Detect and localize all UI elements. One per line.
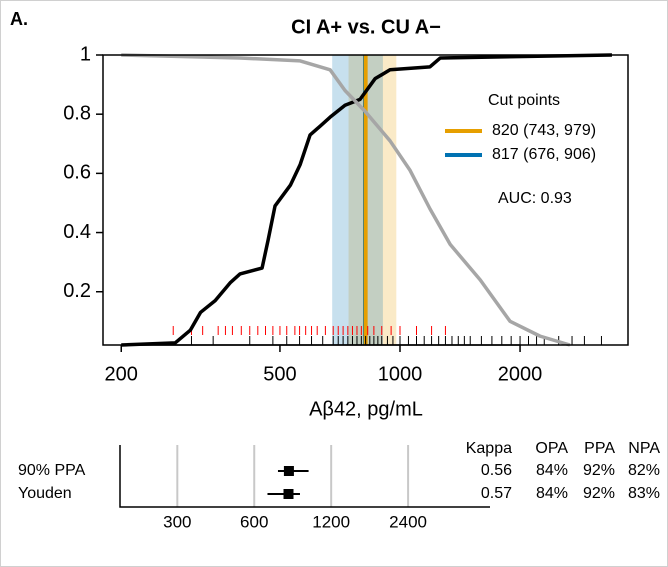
table-cell: 84%	[536, 485, 568, 502]
y-tick-label: 0.4	[63, 221, 91, 243]
curve	[121, 53, 571, 347]
panel-label: A.	[10, 9, 28, 29]
x-tick-label: 2400	[389, 512, 427, 531]
legend-label: 817 (676, 906)	[492, 146, 596, 163]
x-tick-label: 600	[240, 512, 268, 531]
annotation: AUC: 0.93	[498, 190, 572, 207]
y-tick-label: 0.2	[63, 280, 91, 302]
x-tick-label: 1200	[312, 512, 350, 531]
table-cell: 0.56	[481, 462, 512, 479]
y-tick-label: 0.6	[63, 162, 91, 184]
table-cell: 83%	[628, 485, 660, 502]
y-tick-label: 1	[80, 43, 91, 65]
table-header: OPA	[535, 440, 568, 457]
table-cell: 92%	[583, 462, 615, 479]
table-cell: 92%	[583, 485, 615, 502]
table-header: NPA	[628, 440, 660, 457]
x-axis-label: Aβ42, pg/mL	[309, 398, 423, 420]
x-tick-label: 300	[163, 512, 191, 531]
y-tick-label: 0.8	[63, 102, 91, 124]
legend-title: Cut points	[488, 92, 560, 109]
curve	[121, 53, 612, 347]
row-label: 90% PPA	[18, 462, 86, 479]
table-header: PPA	[584, 440, 615, 457]
table-cell: 84%	[536, 462, 568, 479]
chart-title: CI A+ vs. CU A−	[291, 16, 441, 38]
row-label: Youden	[18, 485, 72, 502]
point	[283, 489, 294, 499]
legend-label: 820 (743, 979)	[492, 122, 596, 139]
table-cell: 0.57	[481, 485, 512, 502]
x-tick-label: 2000	[498, 363, 543, 385]
point	[283, 466, 294, 476]
x-tick-label: 200	[105, 363, 138, 385]
x-tick-label: 500	[263, 363, 296, 385]
axis	[119, 445, 490, 508]
table-header: Kappa	[466, 440, 512, 457]
x-tick-label: 1000	[378, 363, 423, 385]
table-cell: 82%	[628, 462, 660, 479]
